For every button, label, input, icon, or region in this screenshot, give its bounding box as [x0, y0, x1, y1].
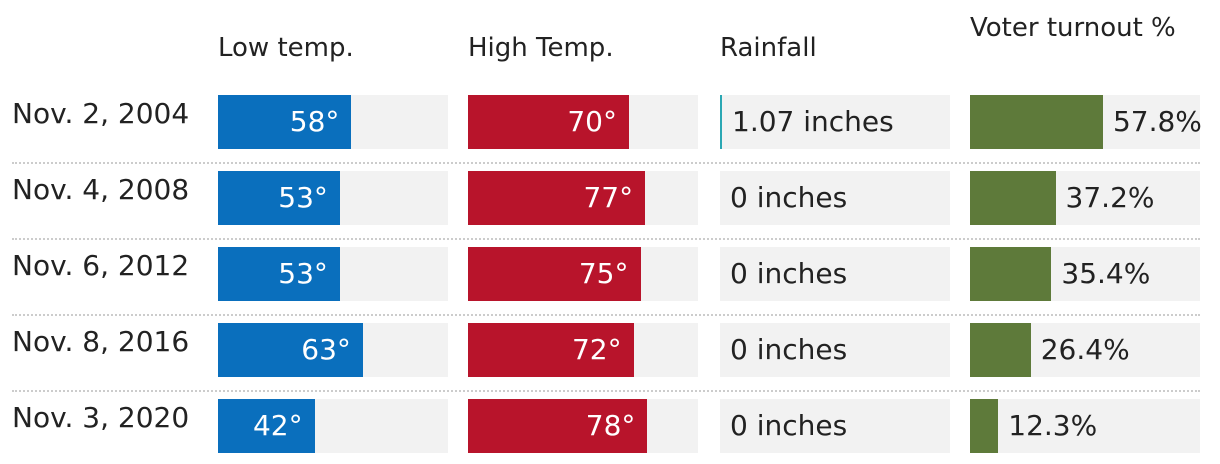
low-track: 42° — [218, 399, 448, 453]
table-row: Nov. 6, 2012 53° 75° 0 inches 35.4% — [0, 228, 1220, 304]
low-value-label: 63° — [301, 333, 351, 366]
low-bar — [218, 95, 352, 149]
high-bar — [468, 171, 646, 225]
low-value-label: 53° — [278, 181, 328, 214]
col-header-low-label: Low temp. — [218, 33, 354, 63]
turnout-track: 37.2% — [970, 171, 1200, 225]
turnout-track: 57.8% — [970, 95, 1202, 149]
high-value-label: 77° — [583, 181, 634, 214]
rain-value-label: 1.07 inches — [732, 105, 894, 138]
turnout-value-label: 37.2% — [1065, 181, 1155, 214]
turnout-bar — [970, 95, 1103, 149]
row-separator — [12, 162, 1200, 164]
high-track: 78° — [468, 399, 698, 453]
turnout-value-label: 57.8% — [1112, 105, 1202, 138]
high-value-label: 78° — [585, 409, 636, 442]
high-value-label: 75° — [578, 257, 629, 290]
col-header-low: Low temp. — [218, 32, 354, 64]
high-track: 70° — [468, 95, 698, 149]
table-row: Nov. 8, 2016 63° 72° 0 inches 26.4% — [0, 304, 1220, 380]
rain-value-label: 0 inches — [730, 333, 848, 366]
row-separator — [12, 314, 1200, 316]
col-header-high-label: High Temp. — [468, 33, 614, 63]
low-bar — [218, 323, 363, 377]
low-track: 63° — [218, 323, 448, 377]
high-bar — [468, 247, 641, 301]
rain-track: 0 inches — [720, 323, 950, 377]
col-header-turnout: Voter turnout % — [970, 12, 1200, 44]
col-header-high: High Temp. — [468, 32, 614, 64]
low-track: 53° — [218, 247, 448, 301]
col-header-rain: Rainfall — [720, 32, 817, 64]
row-date-label: Nov. 3, 2020 — [12, 401, 190, 434]
high-track: 77° — [468, 171, 698, 225]
rain-bar — [720, 95, 722, 149]
turnout-track: 35.4% — [970, 247, 1200, 301]
high-bar — [468, 95, 629, 149]
row-date-label: Nov. 6, 2012 — [12, 249, 190, 282]
high-track: 72° — [468, 323, 698, 377]
turnout-track: 26.4% — [970, 323, 1200, 377]
turnout-bar — [970, 247, 1052, 301]
low-bar — [218, 399, 315, 453]
low-track: 58° — [218, 95, 448, 149]
low-bar — [218, 247, 340, 301]
turnout-value-label: 12.3% — [1008, 409, 1098, 442]
turnout-value-label: 35.4% — [1061, 257, 1151, 290]
low-track: 53° — [218, 171, 448, 225]
rain-value-label: 0 inches — [730, 257, 848, 290]
rain-track: 0 inches — [720, 247, 950, 301]
high-value-label: 70° — [567, 105, 617, 138]
turnout-bar — [970, 323, 1031, 377]
table-row: Nov. 2, 2004 58° 70° 1.07 inches 57.8% — [0, 76, 1220, 152]
rain-value-label: 0 inches — [730, 181, 848, 214]
row-separator — [12, 390, 1200, 392]
rain-value-label: 0 inches — [730, 409, 848, 442]
high-bar — [468, 399, 648, 453]
col-header-rain-label: Rainfall — [720, 33, 817, 63]
rain-track: 1.07 inches — [720, 95, 950, 149]
rain-track: 0 inches — [720, 171, 950, 225]
high-track: 75° — [468, 247, 698, 301]
row-date-label: Nov. 8, 2016 — [12, 325, 190, 358]
table-row: Nov. 4, 2008 53° 77° 0 inches 37.2% — [0, 152, 1220, 228]
low-value-label: 53° — [278, 257, 328, 290]
rain-track: 0 inches — [720, 399, 950, 453]
turnout-value-label: 26.4% — [1040, 333, 1130, 366]
high-value-label: 72° — [571, 333, 622, 366]
row-date-label: Nov. 4, 2008 — [12, 173, 190, 206]
low-bar — [218, 171, 340, 225]
high-bar — [468, 323, 634, 377]
turnout-bar — [970, 171, 1056, 225]
row-separator — [12, 238, 1200, 240]
turnout-track: 12.3% — [970, 399, 1200, 453]
table-row: Nov. 3, 2020 42° 78° 0 inches 12.3% — [0, 380, 1220, 456]
row-date-label: Nov. 2, 2004 — [12, 97, 190, 130]
turnout-bar — [970, 399, 999, 453]
low-value-label: 42° — [252, 409, 303, 442]
col-header-turnout-label: Voter turnout % — [970, 13, 1176, 43]
low-value-label: 58° — [289, 105, 340, 138]
